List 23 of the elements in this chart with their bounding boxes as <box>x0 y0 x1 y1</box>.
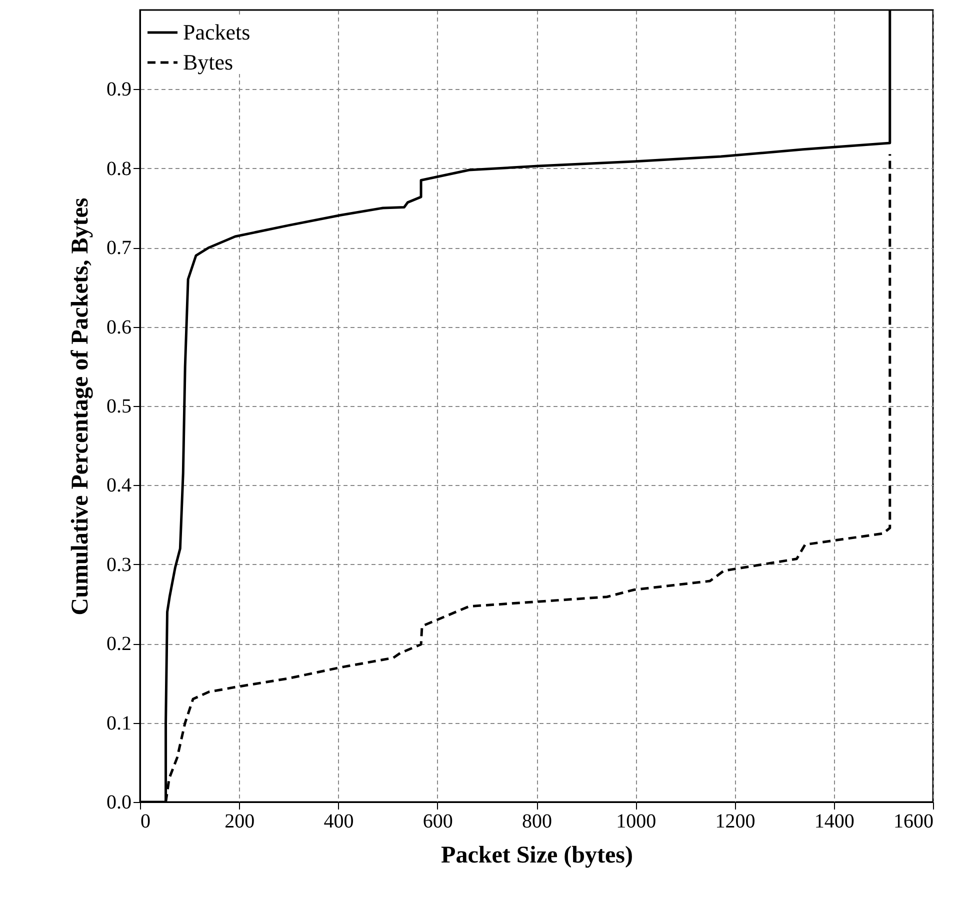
x-tick-label: 400 <box>324 810 354 832</box>
legend-label: Bytes <box>183 50 234 74</box>
x-axis-title: Packet Size (bytes) <box>441 842 633 868</box>
y-tick-label: 0.1 <box>106 712 132 734</box>
y-tick-label: 0.5 <box>106 396 132 418</box>
y-tick-label: 0.6 <box>106 316 132 338</box>
x-tick-label: 1200 <box>715 810 756 832</box>
y-tick-label: 0.9 <box>106 78 132 101</box>
y-tick-label: 0.2 <box>106 633 132 656</box>
y-axis-title: Cumulative Percentage of Packets, Bytes <box>68 198 94 616</box>
y-tick-label: 0.0 <box>106 792 132 814</box>
y-tick-label: 0.3 <box>106 554 132 576</box>
x-tick-label: 1600 <box>894 810 934 832</box>
x-tick-label: 200 <box>224 810 255 832</box>
y-tick-label: 0.7 <box>106 237 132 260</box>
x-tick-label: 1000 <box>616 810 656 832</box>
legend-label: Packets <box>183 20 250 44</box>
x-tick-label: 0 <box>140 810 150 832</box>
y-tick-label: 0.8 <box>106 158 132 180</box>
x-tick-label: 800 <box>522 810 552 832</box>
x-tick-label: 1400 <box>814 810 854 832</box>
y-tick-label: 0.4 <box>106 474 132 497</box>
x-tick-label: 600 <box>422 810 453 832</box>
